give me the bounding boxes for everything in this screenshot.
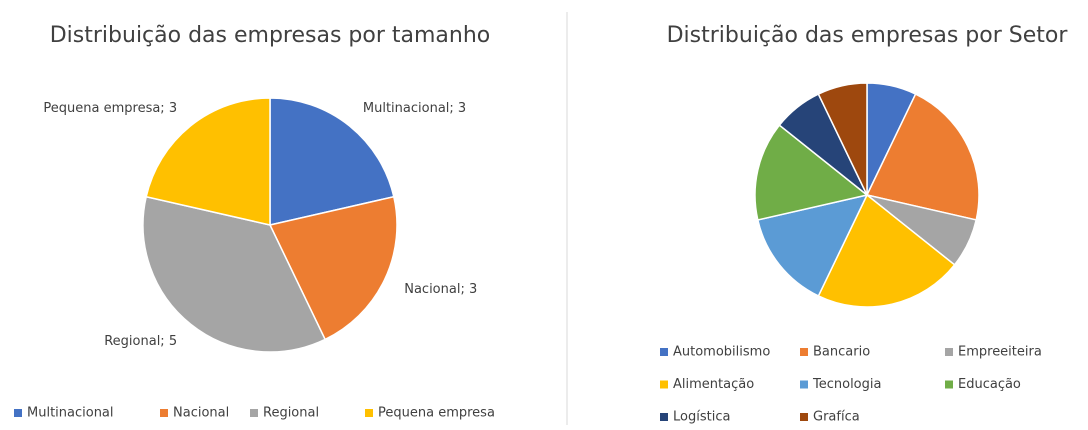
pie-slice xyxy=(268,195,398,341)
pie-slice xyxy=(142,195,327,353)
legend-label: Multinacional xyxy=(27,406,114,421)
data-label: Regional; 5 xyxy=(104,334,177,349)
legend-swatch xyxy=(660,413,668,421)
pie-slice xyxy=(754,124,869,221)
legend-swatch xyxy=(945,348,953,356)
legend-label: Empreeiteira xyxy=(958,345,1042,360)
legend-label: Alimentação xyxy=(673,377,754,392)
legend-label: Educação xyxy=(958,377,1021,392)
data-label: Pequena empresa; 3 xyxy=(43,101,177,116)
legend-swatch xyxy=(160,409,168,417)
legend-label: Tecnologia xyxy=(812,377,881,392)
data-label: Multinacional; 3 xyxy=(363,101,466,116)
legend-label: Regional xyxy=(263,406,319,421)
legend-swatch xyxy=(365,409,373,417)
legend-label: Automobilismo xyxy=(673,345,770,360)
legend-swatch xyxy=(800,413,808,421)
chart-title: Distribuição das empresas por tamanho xyxy=(50,23,491,48)
pie-slice xyxy=(817,193,956,308)
legend-label: Grafíca xyxy=(813,410,860,425)
pie-slice xyxy=(756,193,869,297)
pie-slice xyxy=(145,97,271,226)
legend-swatch xyxy=(250,409,258,417)
pie-slice xyxy=(269,97,395,226)
pie-slice xyxy=(817,82,868,196)
legend-swatch xyxy=(945,380,953,389)
pie-slice xyxy=(865,93,980,221)
legend-label: Logística xyxy=(673,410,730,425)
data-label: Nacional; 3 xyxy=(404,282,477,297)
legend-label: Bancario xyxy=(813,345,870,360)
legend-swatch xyxy=(800,380,808,389)
legend-swatch xyxy=(14,409,22,417)
legend-swatch xyxy=(660,348,668,356)
chart-title: Distribuição das empresas por Setor xyxy=(667,23,1069,48)
legend-label: Pequena empresa xyxy=(378,406,495,421)
legend-swatch xyxy=(660,380,668,389)
legend-label: Nacional xyxy=(173,406,229,421)
legend-swatch xyxy=(800,348,808,356)
